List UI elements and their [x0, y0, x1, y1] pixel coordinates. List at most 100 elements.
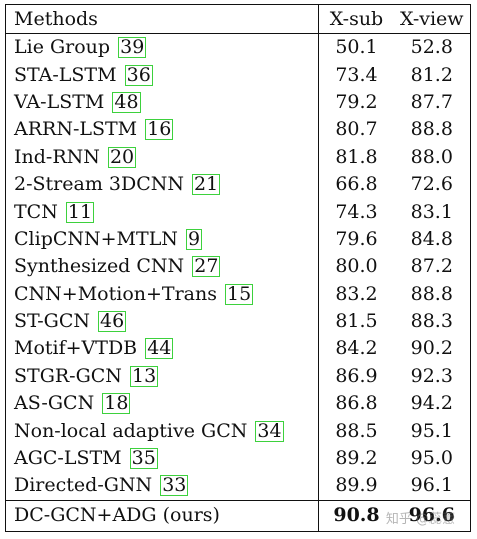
xsub-value-ours: 90.8	[318, 499, 394, 532]
method-cell: Motif+VTDB 44	[4, 335, 320, 363]
header-xsub: X-sub	[329, 7, 384, 30]
xsub-value: 80.7	[335, 118, 378, 141]
method-name-ours: DC-GCN+ADG (ours)	[4, 499, 320, 532]
xview-value: 95.0	[393, 444, 471, 473]
xview-value: 90.2	[393, 335, 471, 363]
xsub-value: 88.5	[335, 419, 378, 442]
method-cell: STA-LSTM 36	[4, 61, 320, 89]
xsub-value: 81.8	[335, 145, 378, 168]
xview-value: 87.2	[393, 253, 471, 281]
method-cell: Directed-GNN 33	[4, 472, 320, 501]
xsub-value: 80.0	[335, 255, 378, 278]
table-row: STA-LSTM 36 73.4 81.2	[4, 61, 471, 89]
table-row: Non-local adaptive GCN 34 88.5 95.1	[4, 417, 471, 445]
xview-value-ours: 96.6	[393, 499, 471, 532]
method-cell: AGC-LSTM 35	[4, 444, 320, 473]
citation-link[interactable]: 18	[102, 392, 131, 415]
method-name: AS-GCN	[14, 392, 95, 415]
xview-value: 94.2	[393, 390, 471, 418]
xsub-value: 79.6	[335, 227, 378, 250]
method-name: STA-LSTM	[14, 63, 117, 86]
table-row: TCN 11 74.3 83.1	[4, 198, 471, 226]
xsub-value: 66.8	[335, 173, 378, 196]
method-cell: Synthesized CNN 27	[4, 253, 320, 281]
xsub-value: 83.2	[335, 282, 378, 305]
table-row: Ind-RNN 20 81.8 88.0	[4, 143, 471, 171]
citation-link[interactable]: 35	[129, 447, 158, 470]
xview-value: 88.8	[393, 116, 471, 144]
xview-value: 52.8	[393, 33, 471, 62]
table-row: AS-GCN 18 86.8 94.2	[4, 390, 471, 418]
method-cell: Ind-RNN 20	[4, 143, 320, 171]
xview-value: 84.8	[393, 225, 471, 254]
xview-value: 81.2	[393, 61, 471, 89]
table-body: Lie Group 39 50.1 52.8 STA-LSTM 36 73.4 81.2 V…	[4, 33, 471, 501]
method-name: VA-LSTM	[14, 90, 105, 113]
xview-value: 92.3	[393, 362, 471, 391]
citation-link[interactable]: 36	[124, 63, 153, 86]
citation-link[interactable]: 48	[112, 90, 141, 113]
method-name: Ind-RNN	[14, 145, 100, 168]
method-name: CNN+Motion+Trans	[14, 282, 217, 305]
xsub-value: 79.2	[335, 90, 378, 113]
method-name: Non-local adaptive GCN	[14, 419, 248, 442]
results-table-wrap: Methods X-sub X-view Lie Group 39 50.1 52.…	[4, 4, 471, 532]
xview-value: 95.1	[393, 417, 471, 445]
table-row: Motif+VTDB 44 84.2 90.2	[4, 335, 471, 363]
method-name: Lie Group	[14, 36, 111, 59]
header-methods: Methods	[4, 4, 320, 34]
method-name: STGR-GCN	[14, 364, 122, 387]
xsub-value: 74.3	[335, 200, 378, 223]
table-row: ClipCNN+MTLN 9 79.6 84.8	[4, 225, 471, 254]
xview-value: 72.6	[393, 170, 471, 199]
xsub-value: 84.2	[335, 337, 378, 360]
method-name: ST-GCN	[14, 310, 90, 333]
table-row: ST-GCN 46 81.5 88.3	[4, 307, 471, 336]
citation-link[interactable]: 13	[129, 364, 159, 387]
xview-value: 88.8	[393, 280, 471, 308]
xsub-value: 50.1	[335, 36, 378, 59]
method-name: ClipCNN+MTLN	[14, 227, 178, 250]
xview-value: 87.7	[393, 88, 471, 117]
method-name: Synthesized CNN	[14, 255, 185, 278]
table-row: STGR-GCN 13 86.9 92.3	[4, 362, 471, 391]
xsub-value: 73.4	[335, 63, 378, 86]
table-header-row: Methods X-sub X-view	[4, 4, 471, 34]
method-name: AGC-LSTM	[14, 447, 122, 470]
citation-link[interactable]: 16	[145, 118, 174, 141]
xview-value: 88.0	[393, 143, 471, 171]
citation-link[interactable]: 27	[192, 255, 221, 278]
table-row: 2-Stream 3DCNN 21 66.8 72.6	[4, 170, 471, 199]
method-cell: STGR-GCN 13	[4, 362, 320, 391]
method-cell: AS-GCN 18	[4, 390, 320, 418]
header-xview: X-view	[393, 4, 471, 34]
method-cell: ClipCNN+MTLN 9	[4, 225, 320, 254]
results-table: Methods X-sub X-view Lie Group 39 50.1 52.…	[4, 4, 471, 532]
citation-link[interactable]: 9	[185, 227, 203, 250]
citation-link[interactable]: 46	[98, 310, 127, 333]
table-row: CNN+Motion+Trans 15 83.2 88.8	[4, 280, 471, 308]
table-row: AGC-LSTM 35 89.2 95.0	[4, 444, 471, 473]
citation-link[interactable]: 39	[118, 36, 147, 59]
xview-value: 83.1	[393, 198, 471, 226]
xsub-value: 89.9	[335, 474, 378, 497]
method-cell: ST-GCN 46	[4, 307, 320, 336]
method-name: ARRN-LSTM	[14, 118, 138, 141]
xsub-value: 81.5	[335, 310, 378, 333]
method-cell: ARRN-LSTM 16	[4, 116, 320, 144]
citation-link[interactable]: 33	[160, 474, 189, 497]
method-cell: VA-LSTM 48	[4, 88, 320, 117]
citation-link[interactable]: 15	[225, 282, 254, 305]
citation-link[interactable]: 20	[107, 145, 137, 168]
citation-link[interactable]: 34	[255, 419, 284, 442]
method-cell: 2-Stream 3DCNN 21	[4, 170, 320, 199]
method-cell: TCN 11	[4, 198, 320, 226]
method-cell: CNN+Motion+Trans 15	[4, 280, 320, 308]
citation-link[interactable]: 44	[145, 337, 174, 360]
method-name: Directed-GNN	[14, 474, 153, 497]
table-row: VA-LSTM 48 79.2 87.7	[4, 88, 471, 117]
xsub-value: 86.8	[335, 392, 378, 415]
citation-link[interactable]: 21	[192, 173, 221, 196]
citation-link[interactable]: 11	[65, 200, 95, 223]
table-row: ARRN-LSTM 16 80.7 88.8	[4, 116, 471, 144]
